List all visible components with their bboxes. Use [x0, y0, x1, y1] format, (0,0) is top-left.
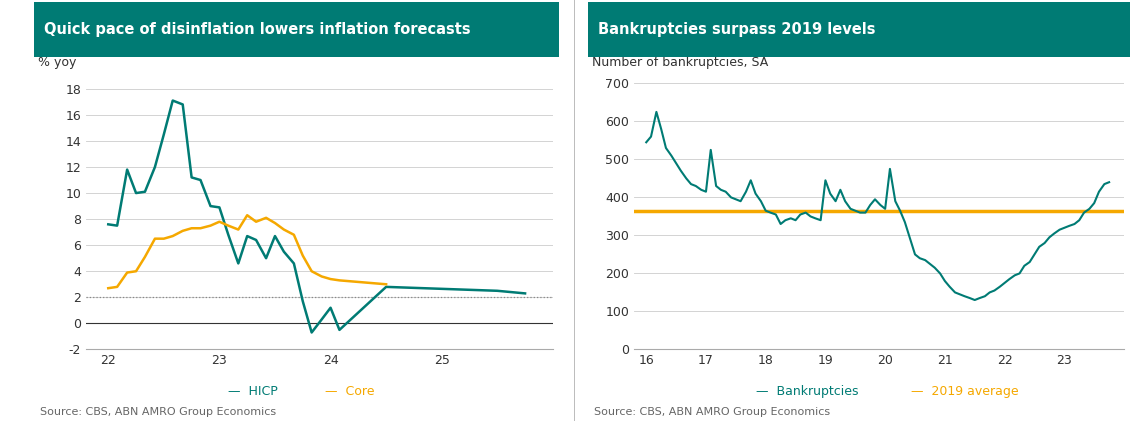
Text: —  Bankruptcies: — Bankruptcies: [756, 385, 858, 398]
Text: —  2019 average: — 2019 average: [911, 385, 1019, 398]
Text: Bankruptcies surpass 2019 levels: Bankruptcies surpass 2019 levels: [598, 22, 875, 37]
Text: Number of bankruptcies, SA: Number of bankruptcies, SA: [592, 56, 768, 69]
Text: Quick pace of disinflation lowers inflation forecasts: Quick pace of disinflation lowers inflat…: [44, 22, 470, 37]
Text: Source: CBS, ABN AMRO Group Economics: Source: CBS, ABN AMRO Group Economics: [40, 407, 276, 417]
Text: % yoy: % yoy: [38, 56, 76, 69]
Text: Source: CBS, ABN AMRO Group Economics: Source: CBS, ABN AMRO Group Economics: [594, 407, 830, 417]
Text: —  Core: — Core: [326, 385, 375, 398]
Text: —  HICP: — HICP: [228, 385, 278, 398]
